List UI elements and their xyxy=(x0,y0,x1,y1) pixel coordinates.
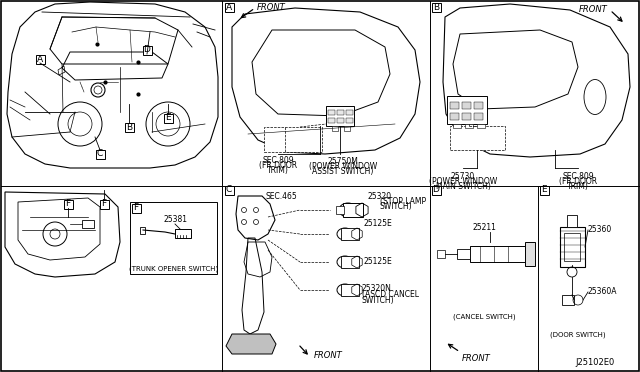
Bar xyxy=(225,186,234,195)
Text: 25211: 25211 xyxy=(472,223,496,232)
Bar xyxy=(462,102,471,109)
Bar xyxy=(95,150,104,158)
Bar xyxy=(125,122,134,131)
Bar xyxy=(457,249,470,259)
Polygon shape xyxy=(226,334,276,354)
Text: MAIN SWITCH): MAIN SWITCH) xyxy=(436,182,490,191)
Bar xyxy=(341,256,359,268)
Bar xyxy=(175,229,191,238)
Text: C: C xyxy=(97,150,103,158)
Text: TRIM): TRIM) xyxy=(567,182,589,191)
Text: (ASCD CANCEL: (ASCD CANCEL xyxy=(362,290,419,299)
Bar xyxy=(450,102,459,109)
Bar xyxy=(462,113,471,120)
Bar xyxy=(264,127,322,152)
Text: D: D xyxy=(433,186,440,195)
Bar xyxy=(344,126,350,131)
Bar xyxy=(337,110,344,115)
Text: SEC.465: SEC.465 xyxy=(265,192,297,201)
Bar xyxy=(465,124,473,128)
Bar xyxy=(130,202,217,274)
Text: 25125E: 25125E xyxy=(363,219,392,228)
Bar xyxy=(35,55,45,64)
Bar xyxy=(431,186,440,195)
Text: B: B xyxy=(126,122,132,131)
Bar xyxy=(560,227,585,267)
Text: (CANCEL SWITCH): (CANCEL SWITCH) xyxy=(452,314,515,321)
Bar xyxy=(437,250,445,258)
Text: SEC.809: SEC.809 xyxy=(562,172,594,181)
Bar xyxy=(450,113,459,120)
Text: SEC.809: SEC.809 xyxy=(262,156,294,165)
Bar xyxy=(99,199,109,208)
Bar xyxy=(447,96,487,124)
Text: 25730: 25730 xyxy=(451,172,475,181)
Bar xyxy=(131,203,141,212)
Bar xyxy=(567,215,577,227)
Text: D: D xyxy=(143,45,150,55)
Bar xyxy=(63,199,72,208)
Bar xyxy=(326,106,354,126)
Bar xyxy=(328,118,335,123)
Text: FRONT: FRONT xyxy=(314,351,343,360)
Text: E: E xyxy=(541,186,547,195)
Bar xyxy=(341,228,359,240)
Text: (TRUNK OPENER SWITCH): (TRUNK OPENER SWITCH) xyxy=(129,266,219,272)
Text: SWITCH): SWITCH) xyxy=(380,202,413,211)
Bar xyxy=(525,242,535,266)
Text: F: F xyxy=(133,203,139,212)
Text: 25320N: 25320N xyxy=(362,284,392,293)
Bar xyxy=(450,126,505,150)
Bar xyxy=(140,227,145,234)
Bar xyxy=(328,110,335,115)
Bar xyxy=(346,110,353,115)
Bar xyxy=(343,203,363,217)
Text: FRONT: FRONT xyxy=(462,354,491,363)
Text: 25125E: 25125E xyxy=(363,257,392,266)
Text: (FR DOOR: (FR DOOR xyxy=(259,161,297,170)
Bar xyxy=(337,118,344,123)
Bar xyxy=(431,3,440,12)
Bar xyxy=(163,113,173,122)
Text: 25750M: 25750M xyxy=(328,157,358,166)
Text: 25360: 25360 xyxy=(588,225,612,234)
Text: F: F xyxy=(65,199,70,208)
Text: 25381: 25381 xyxy=(163,215,187,224)
Text: FRONT: FRONT xyxy=(257,3,285,12)
Text: F: F xyxy=(101,199,107,208)
Bar xyxy=(453,124,461,128)
Text: A: A xyxy=(226,3,232,12)
Bar xyxy=(336,206,344,214)
Text: 25320: 25320 xyxy=(367,192,391,201)
Text: (DOOR SWITCH): (DOOR SWITCH) xyxy=(550,332,606,339)
Bar xyxy=(470,246,525,262)
Text: J25102E0: J25102E0 xyxy=(575,358,614,367)
Bar xyxy=(540,186,548,195)
Bar xyxy=(225,3,234,12)
Text: (POWER WINDOW: (POWER WINDOW xyxy=(429,177,497,186)
Bar xyxy=(474,102,483,109)
Bar xyxy=(341,284,359,296)
Bar xyxy=(564,233,580,261)
Bar xyxy=(562,295,574,305)
Bar xyxy=(82,220,94,228)
Text: (STOP LAMP: (STOP LAMP xyxy=(380,197,426,206)
Text: B: B xyxy=(433,3,439,12)
Text: SWITCH): SWITCH) xyxy=(362,296,395,305)
Text: (POWER WINDOW: (POWER WINDOW xyxy=(309,162,377,171)
Bar xyxy=(474,113,483,120)
Text: E: E xyxy=(165,113,171,122)
Bar xyxy=(332,126,338,131)
Text: ASSIST SWITCH): ASSIST SWITCH) xyxy=(312,167,374,176)
Text: C: C xyxy=(226,186,232,195)
Bar xyxy=(143,45,152,55)
Text: (FR DOOR: (FR DOOR xyxy=(559,177,597,186)
Text: A: A xyxy=(37,55,43,64)
Bar xyxy=(477,124,485,128)
Text: TRIM): TRIM) xyxy=(267,166,289,175)
Bar xyxy=(346,118,353,123)
Text: FRONT: FRONT xyxy=(579,4,608,13)
Text: 25360A: 25360A xyxy=(588,288,618,296)
